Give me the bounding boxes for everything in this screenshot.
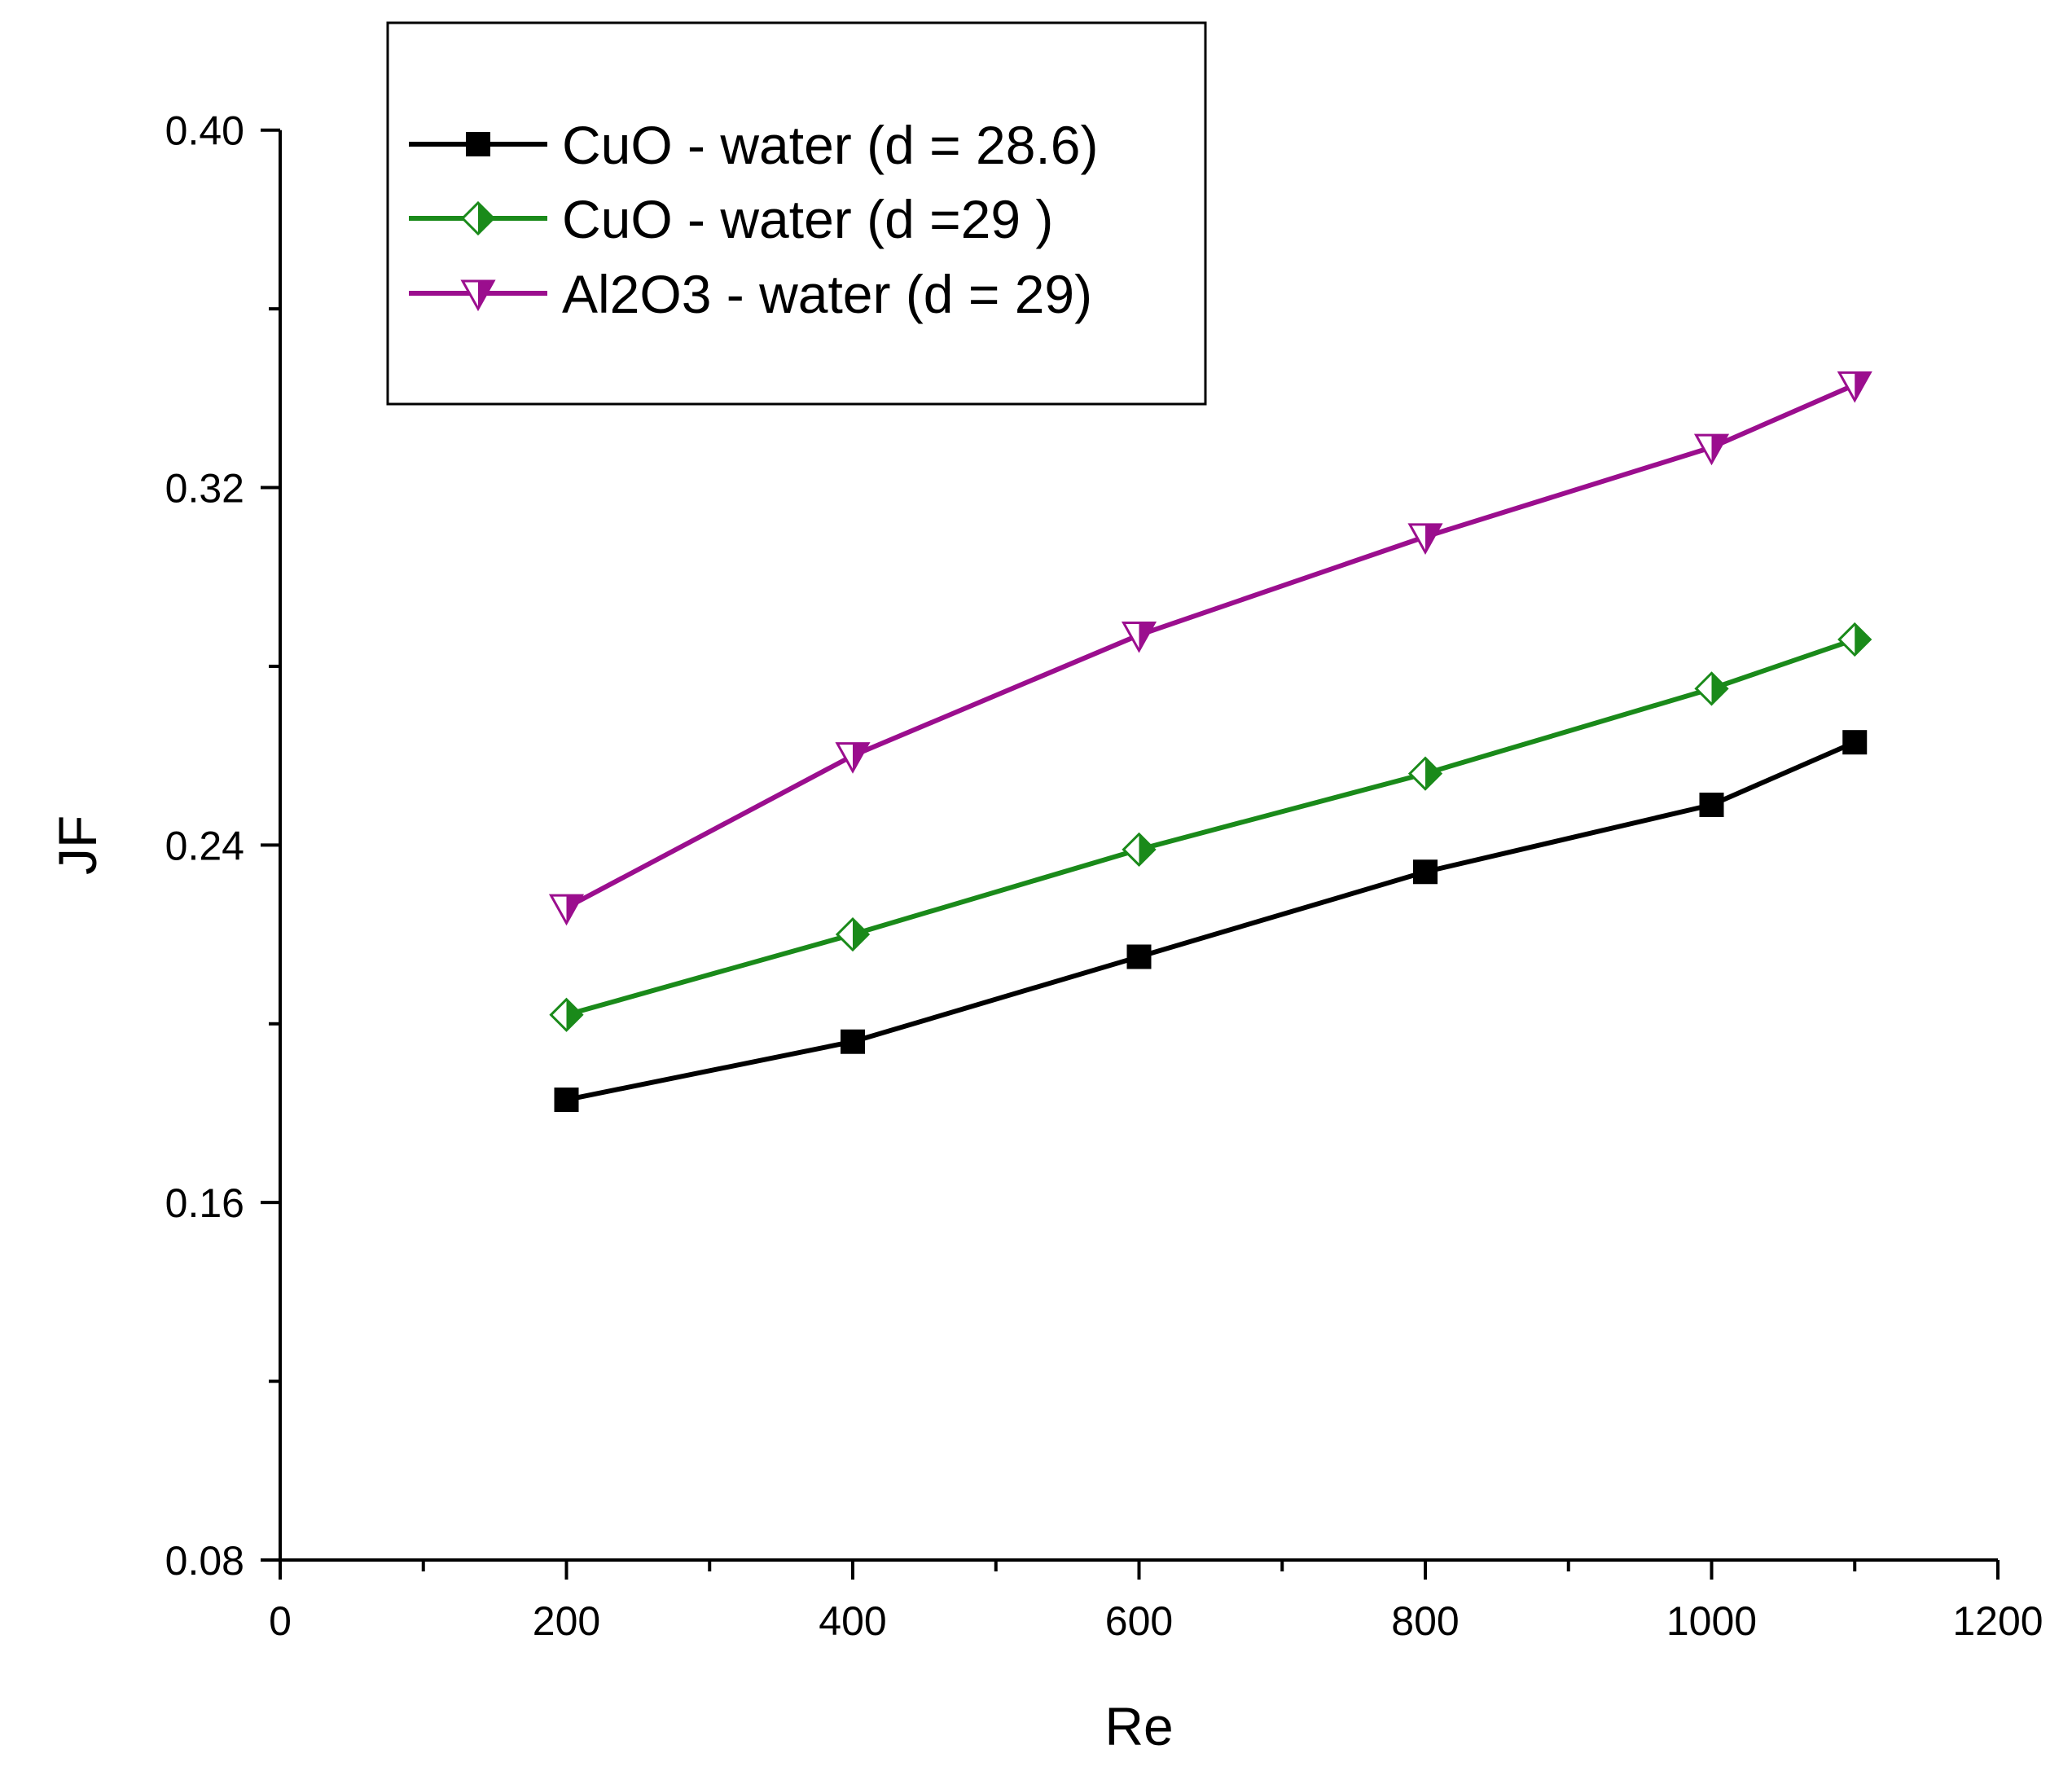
- legend-entry: CuO - water (d =29 ): [409, 189, 1053, 249]
- x-tick-label: 600: [1105, 1598, 1173, 1644]
- x-axis-title: Re: [1104, 1696, 1173, 1756]
- legend-entry: CuO - water (d = 28.6): [409, 115, 1098, 175]
- data-point: [835, 916, 871, 952]
- marker-triangle-fill: [1139, 622, 1155, 651]
- series-2: [549, 622, 1872, 1032]
- marker-diamond-fill: [1425, 758, 1441, 789]
- y-tick-label: 0.08: [165, 1538, 244, 1584]
- data-point: [841, 1029, 865, 1054]
- legend-label: CuO - water (d =29 ): [562, 189, 1053, 249]
- marker-diamond-fill: [1711, 673, 1727, 705]
- legend-entry: Al2O3 - water (d = 29): [409, 264, 1092, 324]
- legend: CuO - water (d = 28.6) CuO - water (d =29…: [386, 21, 1207, 406]
- data-point: [1837, 371, 1872, 403]
- data-point: [1122, 832, 1157, 867]
- y-tick-label: 0.40: [165, 108, 244, 154]
- data-point: [1842, 730, 1868, 755]
- marker-triangle-fill: [1425, 524, 1441, 552]
- data-point: [1126, 944, 1152, 969]
- marker-square: [841, 1029, 865, 1054]
- series-line: [565, 637, 1856, 1017]
- marker-square: [1699, 792, 1724, 817]
- marker-triangle-fill: [566, 895, 582, 924]
- marker-square: [1126, 944, 1152, 969]
- y-tick-label: 0.32: [165, 466, 244, 512]
- legend-box: [386, 21, 1207, 406]
- marker-diamond-fill: [1139, 833, 1155, 865]
- x-tick-label: 1000: [1666, 1598, 1757, 1644]
- x-tick-label: 800: [1391, 1598, 1459, 1644]
- marker-diamond-fill: [478, 203, 494, 234]
- legend-label: Al2O3 - water (d = 29): [562, 264, 1092, 324]
- x-tick-label: 1200: [1952, 1598, 2043, 1644]
- data-point: [1407, 523, 1443, 555]
- marker-diamond-fill: [566, 999, 582, 1031]
- series-line: [565, 740, 1856, 1102]
- y-axis-title: JF: [47, 815, 108, 875]
- legend-label: CuO - water (d = 28.6): [562, 115, 1098, 175]
- data-point: [1121, 622, 1157, 653]
- data-point: [1694, 671, 1729, 706]
- series-1: [554, 730, 1868, 1113]
- data-point: [1699, 792, 1724, 817]
- x-tick-label: 0: [269, 1598, 292, 1644]
- marker-triangle-fill: [1855, 372, 1871, 401]
- marker-diamond-fill: [1855, 624, 1871, 656]
- data-point: [1407, 756, 1443, 791]
- marker-triangle-fill: [853, 743, 868, 771]
- data-point: [549, 997, 584, 1032]
- marker-square: [554, 1088, 579, 1113]
- data-point: [1837, 622, 1872, 657]
- y-tick-label: 0.24: [165, 823, 244, 868]
- data-point: [1413, 859, 1438, 885]
- marker-triangle-fill: [1711, 435, 1727, 464]
- marker-square: [466, 132, 490, 156]
- marker-square: [1413, 859, 1438, 885]
- series-line: [565, 382, 1856, 910]
- data-point: [835, 742, 871, 774]
- marker-square: [1842, 730, 1868, 755]
- y-tick-label: 0.16: [165, 1180, 244, 1226]
- data-point: [548, 894, 585, 926]
- x-tick-label: 200: [533, 1598, 600, 1644]
- data-point: [554, 1088, 579, 1113]
- data-point: [1693, 433, 1730, 466]
- axes: 0 200 400 600 800 1000 1200 0.08 0.16 0.24 0.32 0.4…: [165, 108, 2043, 1644]
- marker-triangle-fill: [478, 281, 494, 309]
- series-layer: [548, 371, 1872, 1113]
- marker-diamond-fill: [853, 919, 868, 951]
- series-3: [548, 371, 1872, 926]
- x-tick-label: 400: [819, 1598, 886, 1644]
